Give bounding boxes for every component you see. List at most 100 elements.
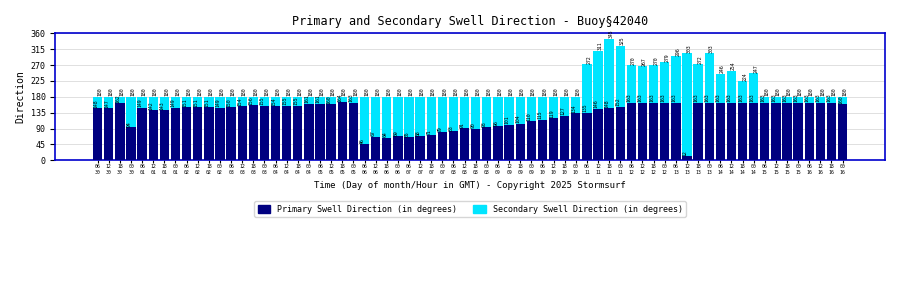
Text: 180: 180 bbox=[353, 88, 358, 97]
Text: 180: 180 bbox=[431, 88, 436, 97]
Legend: Primary Swell Direction (in degrees), Secondary Swell Direction (in degrees): Primary Swell Direction (in degrees), Se… bbox=[255, 201, 686, 217]
Bar bbox=[582, 64, 591, 160]
Bar bbox=[705, 53, 714, 160]
Bar bbox=[605, 108, 614, 160]
Text: 180: 180 bbox=[554, 88, 558, 97]
Text: 156: 156 bbox=[248, 96, 254, 105]
Bar bbox=[482, 97, 491, 160]
Bar bbox=[638, 103, 647, 160]
Bar bbox=[260, 106, 269, 160]
Bar bbox=[815, 97, 825, 160]
Text: 163: 163 bbox=[827, 94, 832, 103]
Text: 180: 180 bbox=[386, 88, 391, 97]
Bar bbox=[416, 97, 425, 160]
Text: 180: 180 bbox=[309, 88, 313, 97]
Bar bbox=[338, 103, 346, 160]
Bar bbox=[215, 97, 225, 160]
Bar bbox=[327, 97, 336, 160]
Bar bbox=[805, 103, 814, 160]
Bar bbox=[404, 97, 414, 160]
Bar bbox=[738, 81, 747, 160]
Y-axis label: Direction: Direction bbox=[15, 70, 25, 123]
Bar bbox=[682, 53, 691, 160]
Bar bbox=[493, 126, 502, 160]
Text: 180: 180 bbox=[453, 88, 458, 97]
Bar bbox=[838, 97, 847, 160]
Bar bbox=[649, 65, 658, 160]
Bar bbox=[560, 97, 570, 160]
Text: 296: 296 bbox=[675, 47, 680, 56]
Bar bbox=[537, 120, 547, 160]
Text: 180: 180 bbox=[253, 88, 258, 97]
Text: 163: 163 bbox=[782, 94, 788, 103]
Text: 93: 93 bbox=[482, 122, 487, 127]
Text: 163: 163 bbox=[694, 94, 698, 103]
Text: 135: 135 bbox=[582, 104, 588, 112]
Bar bbox=[348, 103, 358, 160]
Text: 180: 180 bbox=[542, 88, 547, 97]
Text: 162: 162 bbox=[115, 94, 121, 103]
Text: 83: 83 bbox=[449, 125, 454, 131]
Bar bbox=[560, 116, 570, 160]
Bar bbox=[716, 74, 725, 160]
Bar bbox=[315, 103, 325, 160]
Bar bbox=[572, 97, 580, 160]
Text: 163: 163 bbox=[749, 94, 754, 103]
Text: 161: 161 bbox=[304, 94, 310, 103]
Text: 96: 96 bbox=[493, 120, 499, 126]
Text: 267: 267 bbox=[642, 57, 647, 66]
Text: 154: 154 bbox=[238, 97, 243, 106]
Text: 247: 247 bbox=[753, 64, 759, 73]
Bar bbox=[126, 127, 136, 160]
Bar bbox=[138, 108, 147, 160]
Text: 311: 311 bbox=[598, 42, 603, 50]
Text: 246: 246 bbox=[720, 64, 724, 73]
Bar bbox=[126, 97, 136, 160]
Text: 180: 180 bbox=[575, 88, 580, 97]
Bar bbox=[382, 97, 392, 160]
Bar bbox=[471, 97, 481, 160]
Text: 180: 180 bbox=[486, 88, 491, 97]
Text: 180: 180 bbox=[820, 88, 825, 97]
Text: 180: 180 bbox=[419, 88, 425, 97]
Text: 180: 180 bbox=[364, 88, 369, 97]
Text: 180: 180 bbox=[342, 88, 346, 97]
Text: 68: 68 bbox=[416, 130, 420, 136]
Bar bbox=[104, 108, 113, 160]
Text: 180: 180 bbox=[442, 88, 447, 97]
Text: 163: 163 bbox=[660, 94, 665, 103]
Bar bbox=[771, 103, 780, 160]
Text: 180: 180 bbox=[809, 88, 814, 97]
Text: 180: 180 bbox=[531, 88, 536, 97]
Text: 180: 180 bbox=[797, 88, 803, 97]
Text: 163: 163 bbox=[671, 94, 676, 103]
Bar bbox=[526, 97, 536, 160]
Bar bbox=[782, 97, 792, 160]
Text: 104: 104 bbox=[516, 115, 520, 123]
Text: 94: 94 bbox=[126, 121, 131, 127]
Text: 180: 180 bbox=[186, 88, 191, 97]
Text: 163: 163 bbox=[626, 94, 632, 103]
Text: 155: 155 bbox=[282, 97, 287, 105]
Text: 180: 180 bbox=[520, 88, 525, 97]
Text: 161: 161 bbox=[315, 94, 320, 103]
Bar bbox=[271, 106, 280, 160]
Text: 180: 180 bbox=[498, 88, 502, 97]
Text: 163: 163 bbox=[705, 94, 709, 103]
Text: 148: 148 bbox=[93, 99, 98, 108]
Text: 101: 101 bbox=[505, 116, 509, 124]
Text: 180: 180 bbox=[108, 88, 113, 97]
Bar bbox=[148, 110, 157, 160]
Text: 149: 149 bbox=[171, 99, 176, 107]
Bar bbox=[360, 144, 369, 160]
Bar bbox=[460, 128, 469, 160]
Bar bbox=[238, 97, 247, 160]
Bar bbox=[760, 97, 770, 160]
Bar bbox=[449, 97, 458, 160]
Text: 146: 146 bbox=[593, 100, 598, 108]
Bar bbox=[271, 97, 280, 160]
Text: 163: 163 bbox=[815, 94, 821, 103]
Text: 134: 134 bbox=[572, 104, 576, 113]
Bar bbox=[248, 97, 258, 160]
Bar bbox=[660, 103, 670, 160]
